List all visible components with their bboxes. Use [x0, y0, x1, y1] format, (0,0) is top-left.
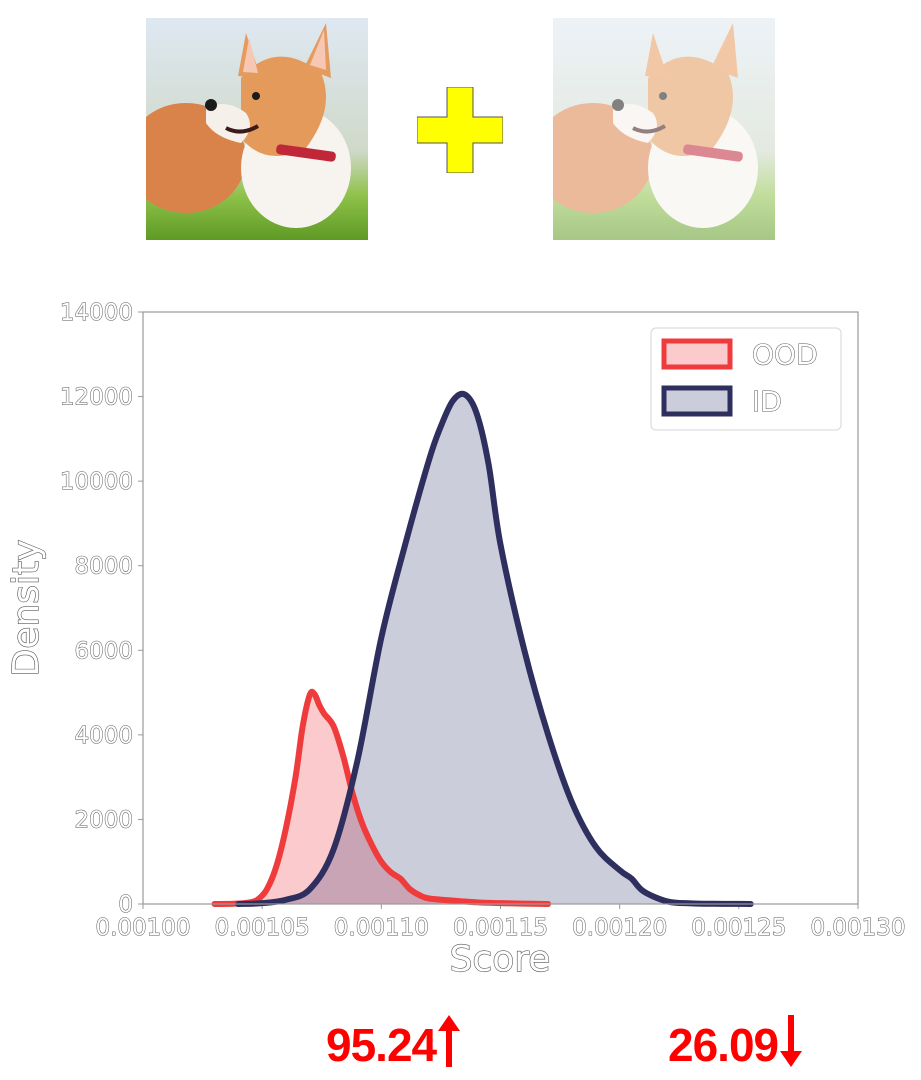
y-tick-label: 0 — [118, 892, 133, 918]
y-tick-label: 8000 — [74, 554, 133, 580]
metric-left-value: 95.24 — [326, 1019, 437, 1071]
x-tick-label: 0.00120 — [572, 915, 667, 941]
metric-right: 26.09 — [668, 1015, 803, 1072]
legend-box — [650, 327, 842, 431]
x-axis-title: Score — [450, 939, 551, 980]
series-line-ood — [211, 688, 552, 907]
legend-label-id: ID — [752, 385, 782, 418]
y-tick-label: 12000 — [60, 385, 133, 411]
corgi-illustration — [146, 18, 368, 240]
y-tick-label: 14000 — [60, 300, 133, 326]
metric-right-value: 26.09 — [668, 1019, 779, 1071]
y-tick-label: 10000 — [60, 469, 133, 495]
y-axis-title: Density — [6, 540, 47, 677]
series-line-id — [235, 390, 754, 907]
legend-swatch-ood — [661, 338, 733, 370]
axis-ticks: 0.00100 0.00105 0.00110 0.00115 0.00120 0.001… — [59, 300, 906, 942]
arrow-up-icon — [438, 1015, 461, 1067]
density-series — [211, 390, 754, 907]
series-area-id — [238, 393, 751, 904]
x-tick-label: 0.00130 — [810, 915, 905, 941]
arrow-down-icon — [780, 1015, 803, 1067]
series-area-ood — [214, 691, 549, 904]
corgi-photo-faded — [553, 18, 775, 240]
y-tick-label: 4000 — [74, 723, 133, 749]
x-tick-label: 0.00100 — [95, 915, 190, 941]
x-tick-label: 0.00125 — [691, 915, 786, 941]
legend-swatch-id — [661, 385, 733, 417]
metric-left: 95.24 — [326, 1015, 461, 1072]
plot-area-frame — [142, 311, 859, 905]
x-tick-label: 0.00110 — [334, 915, 429, 941]
x-tick-label: 0.00105 — [215, 915, 310, 941]
y-tick-label: 6000 — [74, 638, 133, 664]
plus-icon — [417, 87, 503, 173]
x-tick-label: 0.00115 — [453, 915, 548, 941]
corgi-photo — [146, 18, 368, 240]
corgi-illustration-faded — [553, 18, 775, 240]
density-chart: 0.00100 0.00105 0.00110 0.00115 0.00120 0.001… — [5, 300, 906, 981]
legend: OOD ID — [650, 327, 842, 431]
y-tick-label: 2000 — [74, 807, 133, 833]
legend-label-ood: OOD — [752, 338, 818, 371]
